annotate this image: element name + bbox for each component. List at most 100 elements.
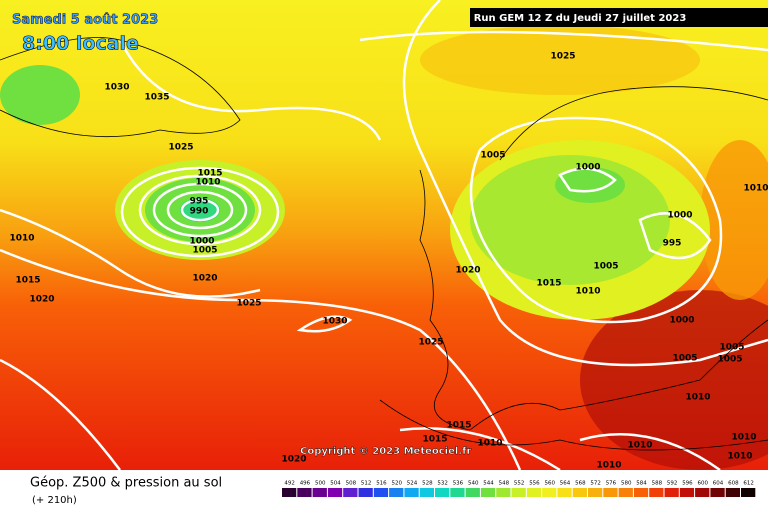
scale-label: 548	[499, 481, 510, 487]
isobar-label: 1030	[104, 83, 129, 93]
isobar-label: 1000	[189, 237, 214, 247]
isobar-label: 1020	[455, 266, 480, 276]
isobar-label: 1000	[575, 163, 600, 173]
isobar-label: 1010	[195, 178, 220, 188]
scale-swatch	[649, 488, 664, 497]
isobar-label: 1015	[536, 279, 561, 289]
scale-label: 580	[621, 481, 632, 487]
scale-swatch	[480, 488, 496, 497]
scale-label: 492	[284, 481, 295, 487]
scale-label: 520	[392, 481, 403, 487]
isobar-label: 1020	[192, 274, 217, 284]
isobar-label: 1010	[575, 287, 600, 297]
isobar-label: 995	[190, 197, 209, 207]
isobar-label: 1005	[717, 355, 742, 365]
scale-label: 584	[636, 481, 647, 487]
scale-swatch	[710, 488, 725, 497]
isobar-label: 1010	[596, 461, 621, 471]
scale-label: 564	[560, 481, 571, 487]
isobar-label: 1015	[197, 169, 222, 179]
isobar-label: 1020	[281, 455, 306, 465]
isobar-label: 1010	[9, 234, 34, 244]
scale-label: 556	[529, 481, 540, 487]
scale-swatch	[327, 488, 343, 497]
isobars	[0, 0, 768, 470]
isobar-label: 1005	[719, 343, 744, 353]
scale-label: 508	[346, 481, 357, 487]
field-area	[580, 290, 768, 470]
scale-label: 528	[422, 481, 433, 487]
isobar-label: 1010	[477, 439, 502, 449]
scale-swatch	[557, 488, 572, 497]
scale-label: 500	[315, 481, 326, 487]
isobar-label: 1005	[672, 354, 697, 364]
isobar-label: 1010	[731, 433, 756, 443]
run-label: Run GEM 12 Z du Jeudi 27 juillet 2023	[474, 13, 687, 24]
scale-swatch	[695, 488, 710, 497]
isobar-label: 1000	[669, 316, 694, 326]
isobar-label: 1000	[667, 211, 692, 221]
scale-label: 524	[407, 481, 418, 487]
scale-label: 600	[698, 481, 709, 487]
isobar-label: 1010	[627, 441, 652, 451]
scale-label: 536	[453, 481, 464, 487]
isobar-label: 1010	[743, 184, 768, 194]
scale-label: 604	[713, 481, 724, 487]
isobar-label: 1025	[168, 143, 193, 153]
isobar-label: 990	[190, 207, 209, 217]
scale-label: 504	[330, 481, 341, 487]
isobar-label: 1020	[29, 295, 54, 305]
scale-label: 552	[514, 481, 525, 487]
footer-title: Géop. Z500 & pression au sol	[30, 476, 222, 491]
scale-swatch	[588, 488, 603, 497]
scale-swatch	[419, 488, 434, 497]
scale-swatch	[526, 488, 542, 497]
scale-swatch	[633, 488, 649, 497]
isobar-label: 1015	[446, 421, 471, 431]
scale-swatch	[282, 488, 297, 497]
isobar-label: 1035	[144, 93, 169, 103]
scale-label: 612	[743, 481, 754, 487]
scale-label: 592	[667, 481, 678, 487]
scale-swatch	[404, 488, 419, 497]
isobar-label: 1030	[322, 317, 347, 327]
scale-label: 544	[483, 481, 494, 487]
scale-swatch	[465, 488, 480, 497]
scale-label: 588	[652, 481, 663, 487]
scale-swatch	[511, 488, 526, 497]
coastlines	[0, 37, 768, 451]
scale-swatch	[572, 488, 587, 497]
isobar-label: 1005	[192, 246, 217, 256]
field-area	[180, 198, 220, 222]
scale-swatch	[343, 488, 358, 497]
scale-swatch	[435, 488, 450, 497]
isobar-labels: 1030103510251015101099599010001005101010…	[9, 52, 768, 471]
scale-swatch	[389, 488, 404, 497]
scale-label: 532	[437, 481, 448, 487]
scale-swatch	[725, 488, 740, 497]
scale-swatch	[679, 488, 695, 497]
footer-lead: (+ 210h)	[32, 495, 77, 506]
color-scale: 492 496 500 504 508 512 516 520 524 528 532 536 540 5…	[282, 481, 756, 497]
isobar-label: 1025	[418, 338, 443, 348]
isobar-label: 1025	[236, 299, 261, 309]
scale-label: 560	[545, 481, 556, 487]
scale-swatch	[496, 488, 511, 497]
scale-label: 572	[590, 481, 601, 487]
scale-label: 576	[606, 481, 617, 487]
scale-swatch	[741, 488, 756, 497]
scale-swatch	[358, 488, 373, 497]
copyright: Copyright © 2023 Meteociel.fr	[300, 446, 471, 457]
isobar-label: 1015	[422, 435, 447, 445]
field-area	[420, 25, 700, 95]
isobar-label: 995	[663, 239, 682, 249]
date-label: Samedi 5 août 2023	[12, 13, 158, 28]
isobar-label: 1025	[550, 52, 575, 62]
scale-swatch	[618, 488, 633, 497]
scale-label: 516	[376, 481, 387, 487]
scale-swatch	[312, 488, 327, 497]
scale-swatch	[373, 488, 389, 497]
scale-swatch	[450, 488, 465, 497]
scale-swatch	[664, 488, 679, 497]
